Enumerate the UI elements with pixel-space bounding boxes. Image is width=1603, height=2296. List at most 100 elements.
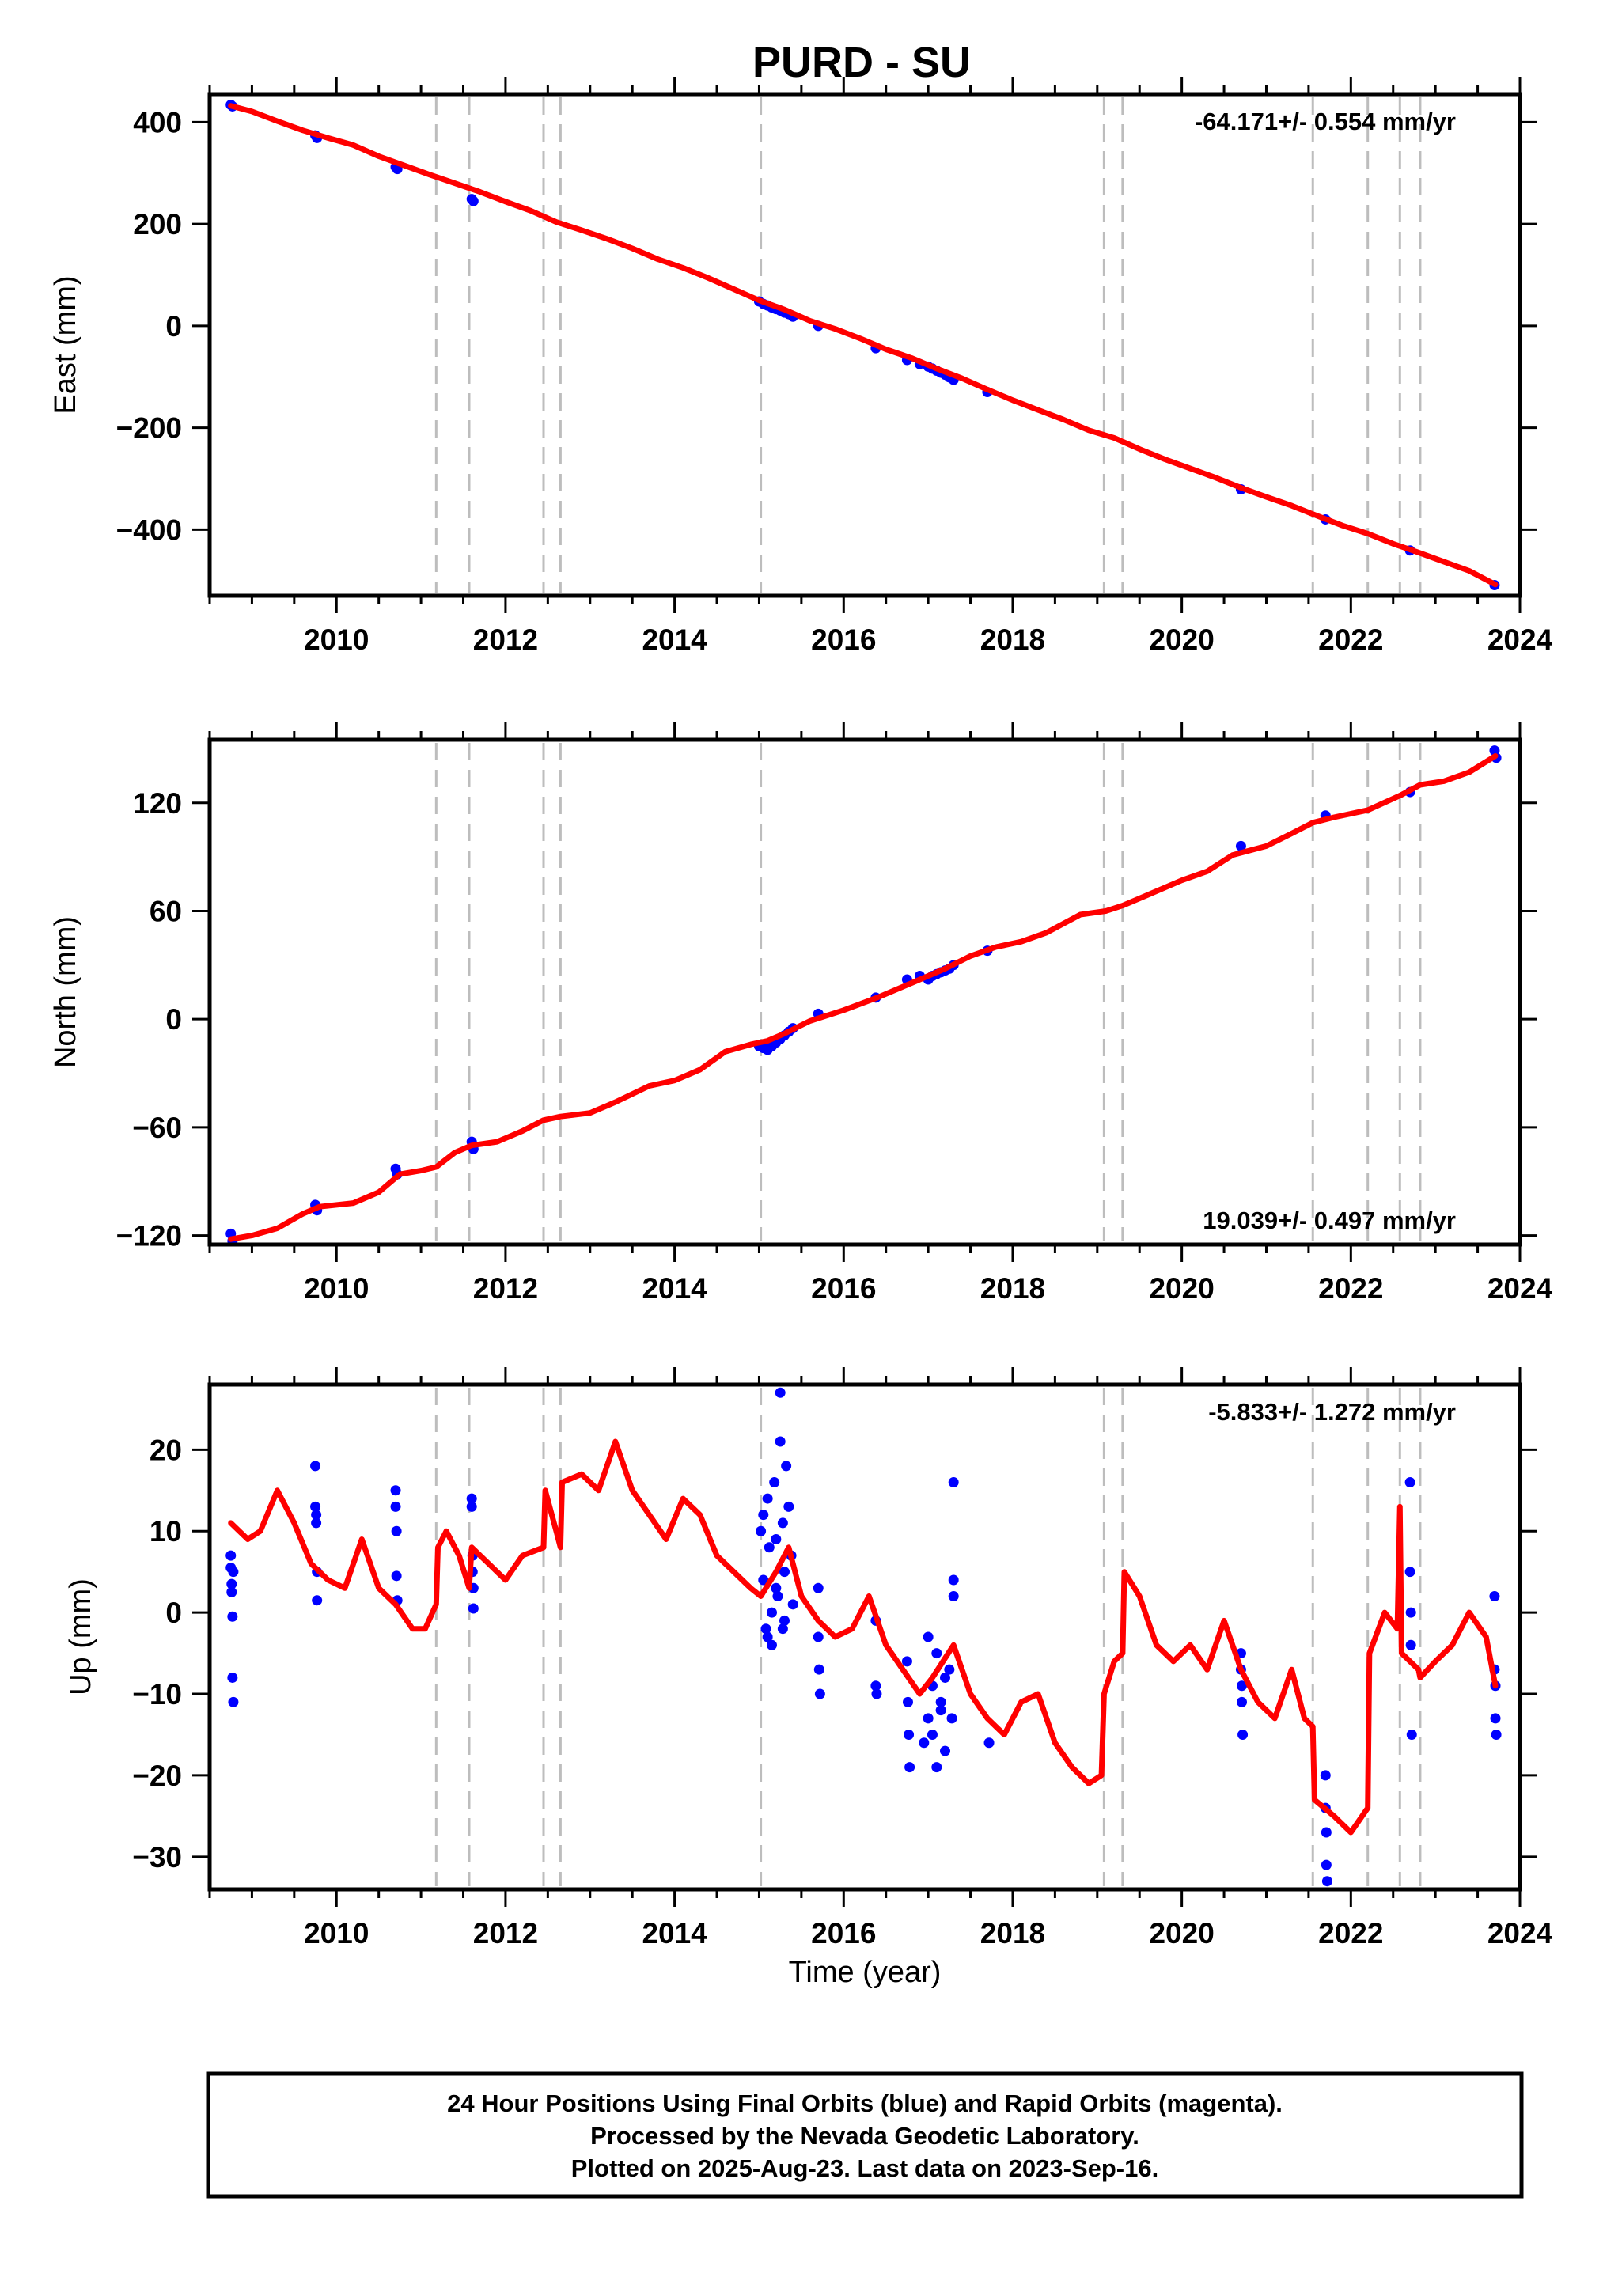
north-model-line xyxy=(228,753,1499,1242)
up-data-point xyxy=(935,1696,946,1707)
up-data-point xyxy=(948,1574,959,1586)
north-x-tick-label: 2024 xyxy=(1487,1272,1553,1305)
up-data-point xyxy=(1237,1696,1248,1707)
up-data-point xyxy=(225,1550,237,1561)
up-data-point xyxy=(466,1493,477,1504)
up-data-point xyxy=(769,1476,780,1487)
up-data-point xyxy=(771,1534,782,1545)
up-data-point xyxy=(226,1578,237,1589)
up-x-tick-label: 2020 xyxy=(1149,1917,1214,1949)
x-axis-title: Time (year) xyxy=(789,1956,942,1989)
up-data-point xyxy=(948,1591,959,1602)
up-frame xyxy=(207,1382,1522,1892)
up-x-tick-label: 2018 xyxy=(980,1917,1045,1949)
up-data-point xyxy=(904,1729,915,1740)
up-data-point xyxy=(228,1696,239,1707)
north-y-tick-label: −120 xyxy=(116,1220,182,1252)
north-y-tick-label: −60 xyxy=(132,1112,182,1144)
north-x-tick-label: 2010 xyxy=(304,1272,369,1305)
up-data-point xyxy=(390,1501,401,1512)
figure-title: PURD - SU xyxy=(752,39,971,86)
east-model-line xyxy=(228,103,1499,588)
up-y-tick-label: 10 xyxy=(150,1515,182,1548)
up-data-point xyxy=(813,1631,824,1642)
footer-line-1: 24 Hour Positions Using Final Orbits (bl… xyxy=(447,2090,1283,2117)
up-data-point xyxy=(226,1586,237,1597)
up-panel: 2010 2012 2014 2016 2018 2020 2022 202420100−10… xyxy=(64,1367,1553,1949)
up-x-tick-label: 2016 xyxy=(811,1917,876,1949)
east-x-tick-label: 2012 xyxy=(473,623,538,656)
up-data-point xyxy=(227,1611,238,1622)
up-y-tick-label: −20 xyxy=(132,1760,182,1792)
up-data-point xyxy=(927,1729,938,1740)
up-data-point xyxy=(312,1595,323,1606)
up-data-point xyxy=(466,1501,477,1512)
up-x-tick-label: 2010 xyxy=(304,1917,369,1949)
up-data-point xyxy=(760,1623,771,1635)
up-data-point xyxy=(762,1493,773,1504)
east-panel: 2010 2012 2014 2016 2018 2020 2022 2024 400 200 0 −… xyxy=(49,77,1553,656)
up-data-point xyxy=(931,1762,942,1773)
up-data-point xyxy=(939,1672,950,1683)
up-data-point xyxy=(944,1664,955,1675)
east-y-tick-label: 0 xyxy=(165,310,182,343)
up-data-point xyxy=(1405,1607,1416,1618)
up-data-point xyxy=(1489,1591,1500,1602)
up-data-point xyxy=(1490,1713,1501,1724)
north-x-tick-label: 2022 xyxy=(1318,1272,1383,1305)
up-y-axis-title: Up (mm) xyxy=(64,1578,97,1695)
east-x-tick-label: 2018 xyxy=(980,623,1045,656)
up-y-tick-label: 20 xyxy=(150,1434,182,1466)
up-data-point xyxy=(1404,1567,1415,1578)
up-data-point xyxy=(766,1639,777,1650)
up-data-point xyxy=(779,1567,790,1578)
up-data-point xyxy=(870,1680,881,1692)
up-data-point xyxy=(814,1688,825,1699)
up-data-point xyxy=(983,1737,995,1749)
east-y-tick-label: −200 xyxy=(116,412,182,445)
up-data-point xyxy=(1321,1859,1332,1870)
north-panel: 2010 2012 2014 2016 2018 2020 2022 2024 120 60 0 −6… xyxy=(49,722,1553,1305)
up-data-point xyxy=(939,1745,950,1756)
east-x-tick-label: 2014 xyxy=(642,623,707,656)
up-x-tick-label: 2014 xyxy=(642,1917,707,1949)
up-data-point xyxy=(779,1615,790,1626)
footer-line-3: Plotted on 2025-Aug-23. Last data on 202… xyxy=(571,2154,1158,2182)
up-data-point xyxy=(787,1599,798,1610)
up-data-point xyxy=(777,1623,788,1635)
up-data-point xyxy=(775,1387,786,1398)
east-y-tick-label: 400 xyxy=(133,106,182,138)
up-data-point xyxy=(781,1461,792,1472)
up-data-point xyxy=(758,1510,769,1521)
east-frame xyxy=(207,92,1522,598)
north-y-tick-label: 0 xyxy=(165,1003,182,1036)
up-data-point xyxy=(1406,1729,1417,1740)
north-x-tick-label: 2020 xyxy=(1149,1272,1214,1305)
east-x-tick-label: 2020 xyxy=(1149,623,1214,656)
up-x-tick-label: 2024 xyxy=(1487,1917,1553,1949)
up-data-point xyxy=(772,1591,783,1602)
up-data-point xyxy=(771,1582,782,1593)
up-data-point xyxy=(813,1664,824,1675)
up-data-point xyxy=(1321,1827,1332,1838)
up-data-point xyxy=(902,1696,913,1707)
footer-box xyxy=(206,2071,1524,2199)
up-data-point xyxy=(390,1485,401,1496)
up-model-line xyxy=(228,1438,1499,1836)
up-data-point xyxy=(468,1603,479,1614)
up-data-point xyxy=(227,1672,238,1683)
up-data-point xyxy=(1491,1729,1502,1740)
up-data-point xyxy=(756,1525,767,1536)
up-data-point xyxy=(1237,1729,1249,1740)
east-x-tick-label: 2010 xyxy=(304,623,369,656)
up-data-point xyxy=(777,1517,788,1529)
up-data-point xyxy=(904,1762,915,1773)
footer-line-2: Processed by the Nevada Geodetic Laborat… xyxy=(590,2122,1139,2150)
east-y-tick-label: 200 xyxy=(133,208,182,241)
up-data-point xyxy=(228,1567,239,1578)
up-data-point xyxy=(1404,1476,1415,1487)
east-x-tick-label: 2022 xyxy=(1318,623,1383,656)
north-y-tick-label: 120 xyxy=(133,787,182,820)
up-data-point xyxy=(948,1476,959,1487)
north-y-axis-title: North (mm) xyxy=(49,916,82,1068)
